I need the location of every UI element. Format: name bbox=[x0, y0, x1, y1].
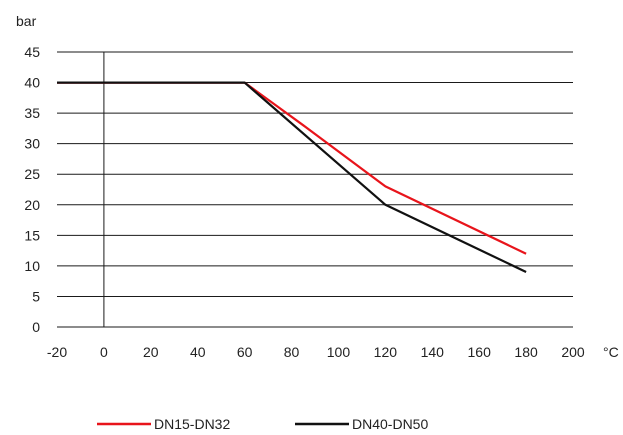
series-lines bbox=[57, 81, 527, 273]
x-tick-label: 200 bbox=[561, 344, 585, 360]
x-tick-label: 20 bbox=[143, 344, 159, 360]
y-tick-label: 35 bbox=[24, 105, 40, 121]
grid-lines bbox=[57, 51, 573, 328]
x-tick-label: 180 bbox=[514, 344, 538, 360]
legend-label-dn40-dn50: DN40-DN50 bbox=[352, 416, 428, 432]
y-tick-label: 45 bbox=[24, 44, 40, 60]
x-tick-label: -20 bbox=[47, 344, 67, 360]
x-tick-label: 60 bbox=[237, 344, 253, 360]
tick-labels: 0 5 10 15 20 25 30 35 40 45 -20 0 20 40 60 80 100 120 140 1… bbox=[24, 44, 584, 360]
y-tick-label: 15 bbox=[24, 227, 40, 243]
x-axis-unit-label: °C bbox=[603, 344, 619, 360]
y-tick-label: 40 bbox=[24, 75, 40, 91]
x-tick-label: 160 bbox=[468, 344, 492, 360]
y-axis-unit-label: bar bbox=[16, 13, 37, 29]
series-line-dn40-dn50 bbox=[57, 81, 527, 273]
y-tick-label: 25 bbox=[24, 166, 40, 182]
y-tick-label: 20 bbox=[24, 197, 40, 213]
series-line-dn15-dn32 bbox=[57, 81, 527, 255]
x-tick-label: 40 bbox=[190, 344, 206, 360]
legend: DN15-DN32 DN40-DN50 bbox=[97, 416, 428, 432]
x-tick-label: 120 bbox=[374, 344, 398, 360]
y-tick-label: 10 bbox=[24, 258, 40, 274]
y-tick-label: 30 bbox=[24, 136, 40, 152]
x-tick-label: 0 bbox=[100, 344, 108, 360]
legend-label-dn15-dn32: DN15-DN32 bbox=[154, 416, 230, 432]
x-tick-label: 140 bbox=[421, 344, 445, 360]
x-tick-label: 100 bbox=[327, 344, 351, 360]
y-tick-label: 0 bbox=[32, 319, 40, 335]
y-tick-label: 5 bbox=[32, 288, 40, 304]
x-tick-label: 80 bbox=[284, 344, 300, 360]
